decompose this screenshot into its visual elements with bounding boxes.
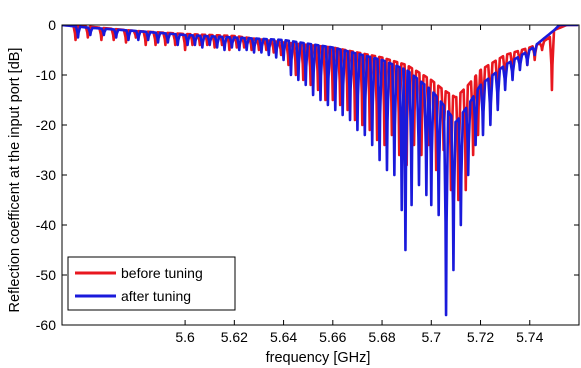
x-tick-label: 5.64 [270, 329, 297, 345]
y-axis-label: Reflection coefficent at the input port … [7, 48, 23, 313]
x-axis: 5.6 5.62 5.64 5.66 5.68 5.7 5.72 5.74 [175, 25, 544, 345]
legend-label-before-tuning: before tuning [121, 265, 203, 281]
y-tick-label: -20 [36, 117, 56, 133]
x-tick-label: 5.68 [368, 329, 395, 345]
y-tick-label: -10 [36, 67, 56, 83]
x-tick-label: 5.74 [516, 329, 543, 345]
x-tick-label: 5.66 [319, 329, 346, 345]
legend-label-after-tuning: after tuning [121, 288, 191, 304]
y-tick-label: -60 [36, 317, 56, 333]
legend: before tuning after tuning [67, 256, 236, 311]
series-line-after-tuning [62, 25, 579, 317]
x-tick-label: 5.72 [467, 329, 494, 345]
y-tick-label: 0 [48, 17, 56, 33]
y-axis: 0 -10 -20 -30 -40 -50 -60 [36, 17, 579, 333]
y-tick-label: -30 [36, 167, 56, 183]
series-layer [62, 25, 579, 317]
y-tick-label: -40 [36, 217, 56, 233]
x-tick-label: 5.6 [175, 329, 195, 345]
x-axis-label: frequency [GHz] [266, 350, 371, 366]
y-tick-label: -50 [36, 267, 56, 283]
x-tick-label: 5.7 [422, 329, 442, 345]
x-tick-label: 5.62 [221, 329, 248, 345]
legend-box [67, 256, 236, 311]
series-line-before-tuning [62, 25, 578, 202]
